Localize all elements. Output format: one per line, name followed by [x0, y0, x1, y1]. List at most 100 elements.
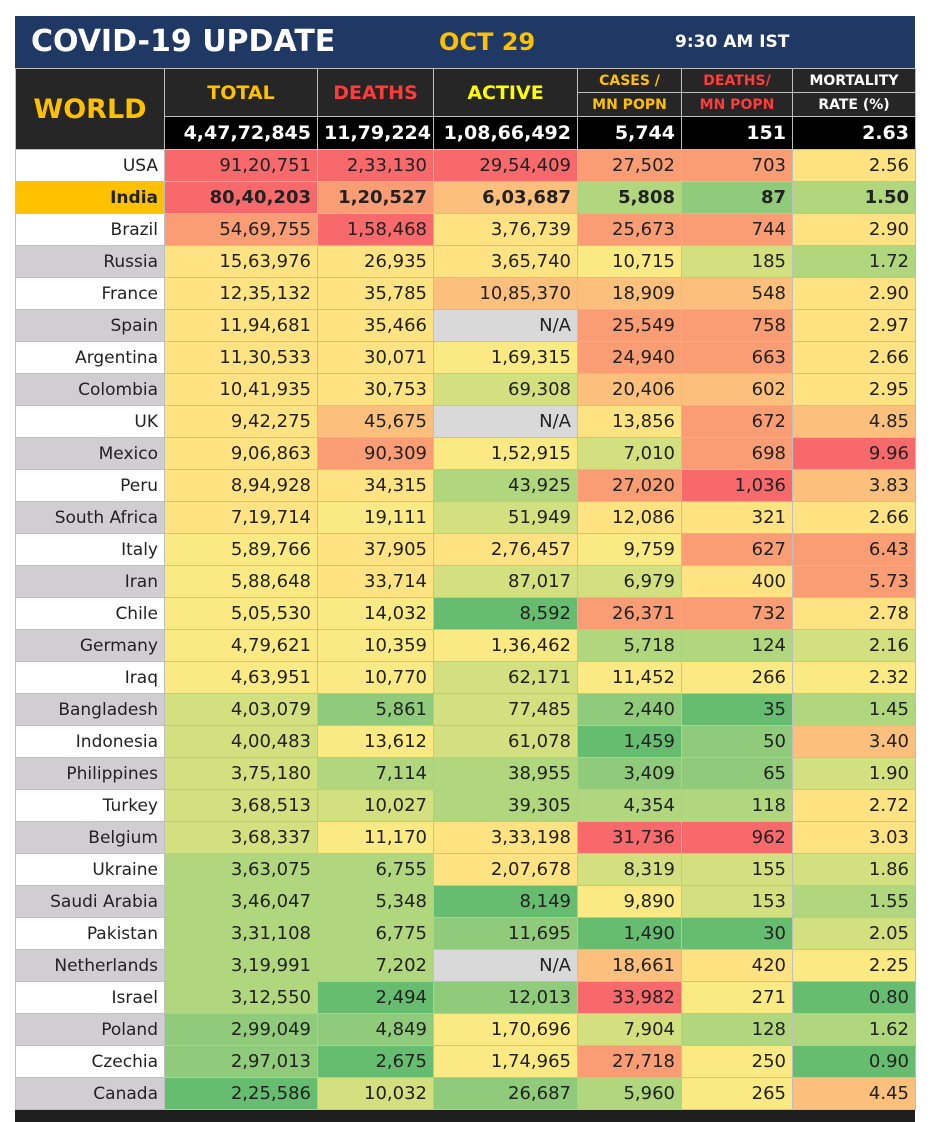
active-cell: 8,592: [433, 597, 578, 630]
cases-per-mn-cell: 26,371: [577, 597, 682, 630]
deaths-per-mn-cell: 732: [681, 597, 793, 630]
cases-per-mn-cell: 5,718: [577, 629, 682, 662]
cases-per-mn-cell: 7,904: [577, 1013, 682, 1046]
table-row: Iran 5,88,648 33,714 87,017 6,979 400 5.73: [15, 565, 916, 598]
table-row: Ukraine 3,63,075 6,755 2,07,678 8,319 155 1.86: [15, 853, 916, 886]
table-row: USA 91,20,751 2,33,130 29,54,409 27,502 703 2.…: [15, 149, 916, 182]
mortality-cell: 2.05: [792, 917, 916, 950]
cases-per-mn-cell: 24,940: [577, 341, 682, 374]
cases-per-mn-cell: 1,490: [577, 917, 682, 950]
table-row: Russia 15,63,976 26,935 3,65,740 10,715 185 1.…: [15, 245, 916, 278]
deaths-per-mn-cell: 65: [681, 757, 793, 790]
total-cell: 3,46,047: [164, 885, 318, 918]
mortality-cell: 2.56: [792, 149, 916, 182]
country-name: India: [15, 181, 165, 214]
table-row: Germany 4,79,621 10,359 1,36,462 5,718 124 2.1…: [15, 629, 916, 662]
table-row: France 12,35,132 35,785 10,85,370 18,909 548 2…: [15, 277, 916, 310]
country-name: Argentina: [15, 341, 165, 374]
mortality-header-top: MORTALITY: [792, 68, 916, 93]
mortality-cell: 3.40: [792, 725, 916, 758]
total-cell: 9,42,275: [164, 405, 318, 438]
total-cell: 10,41,935: [164, 373, 318, 406]
deaths-per-mn-cell: 962: [681, 821, 793, 854]
table-row: Mexico 9,06,863 90,309 1,52,915 7,010 698 9.96: [15, 437, 916, 470]
total-cell: 3,31,108: [164, 917, 318, 950]
mortality-cell: 4.45: [792, 1077, 916, 1110]
total-cell: 91,20,751: [164, 149, 318, 182]
country-name: Iran: [15, 565, 165, 598]
total-cell: 12,35,132: [164, 277, 318, 310]
total-cell: 3,63,075: [164, 853, 318, 886]
table-row: Turkey 3,68,513 10,027 39,305 4,354 118 2.72: [15, 789, 916, 822]
world-active: 1,08,66,492: [433, 116, 578, 150]
cases-per-mn-cell: 6,979: [577, 565, 682, 598]
mortality-cell: 1.62: [792, 1013, 916, 1046]
mortality-cell: 1.50: [792, 181, 916, 214]
mortality-header-bottom: RATE (%): [792, 92, 916, 117]
deaths-cell: 5,348: [317, 885, 434, 918]
country-name: Iraq: [15, 661, 165, 694]
table-row: Argentina 11,30,533 30,071 1,69,315 24,940 66…: [15, 341, 916, 374]
cases-per-mn-cell: 1,459: [577, 725, 682, 758]
table-row: Canada 2,25,586 10,032 26,687 5,960 265 4.45: [15, 1077, 916, 1110]
deaths-cell: 6,775: [317, 917, 434, 950]
deaths-cell: 1,58,468: [317, 213, 434, 246]
active-cell: 8,149: [433, 885, 578, 918]
country-name: Ukraine: [15, 853, 165, 886]
active-cell: N/A: [433, 405, 578, 438]
deaths-per-mn-cell: 35: [681, 693, 793, 726]
mortality-cell: 2.78: [792, 597, 916, 630]
active-cell: 43,925: [433, 469, 578, 502]
world-mortality: 2.63: [792, 116, 916, 150]
mortality-cell: 2.25: [792, 949, 916, 982]
active-cell: 39,305: [433, 789, 578, 822]
country-name: Italy: [15, 533, 165, 566]
cases-per-mn-cell: 18,661: [577, 949, 682, 982]
table-row: Indonesia 4,00,483 13,612 61,078 1,459 50 3.40: [15, 725, 916, 758]
table-row: Iraq 4,63,951 10,770 62,171 11,452 266 2.32: [15, 661, 916, 694]
cases-per-mn-header-bottom: MN POPN: [577, 92, 682, 117]
table-row: Italy 5,89,766 37,905 2,76,457 9,759 627 6.43: [15, 533, 916, 566]
world-deaths: 11,79,224: [317, 116, 434, 150]
total-cell: 8,94,928: [164, 469, 318, 502]
deaths-header: DEATHS: [317, 68, 434, 117]
country-name: Indonesia: [15, 725, 165, 758]
deaths-cell: 2,494: [317, 981, 434, 1014]
deaths-per-mn-cell: 266: [681, 661, 793, 694]
deaths-per-mn-cell: 321: [681, 501, 793, 534]
country-name: Chile: [15, 597, 165, 630]
deaths-cell: 4,849: [317, 1013, 434, 1046]
table-row: Netherlands 3,19,991 7,202 N/A 18,661 420 2.25: [15, 949, 916, 982]
deaths-cell: 10,770: [317, 661, 434, 694]
deaths-per-mn-cell: 30: [681, 917, 793, 950]
active-cell: 2,76,457: [433, 533, 578, 566]
country-name: Russia: [15, 245, 165, 278]
total-cell: 2,25,586: [164, 1077, 318, 1110]
deaths-per-mn-cell: 663: [681, 341, 793, 374]
table-row: Poland 2,99,049 4,849 1,70,696 7,904 128 1.62: [15, 1013, 916, 1046]
deaths-cell: 26,935: [317, 245, 434, 278]
table-row: Brazil 54,69,755 1,58,468 3,76,739 25,673 744…: [15, 213, 916, 246]
deaths-cell: 35,466: [317, 309, 434, 342]
total-cell: 3,68,337: [164, 821, 318, 854]
total-cell: 2,97,013: [164, 1045, 318, 1078]
mortality-cell: 1.72: [792, 245, 916, 278]
table-row: Peru 8,94,928 34,315 43,925 27,020 1,036 3.83: [15, 469, 916, 502]
mortality-cell: 2.95: [792, 373, 916, 406]
table-row: Saudi Arabia 3,46,047 5,348 8,149 9,890 153 1.…: [15, 885, 916, 918]
cases-per-mn-cell: 31,736: [577, 821, 682, 854]
mortality-cell: 2.97: [792, 309, 916, 342]
deaths-per-mn-cell: 128: [681, 1013, 793, 1046]
country-name: Belgium: [15, 821, 165, 854]
mortality-cell: 2.32: [792, 661, 916, 694]
mortality-cell: 2.72: [792, 789, 916, 822]
mortality-cell: 3.03: [792, 821, 916, 854]
table-row: Spain 11,94,681 35,466 N/A 25,549 758 2.97: [15, 309, 916, 342]
table-row: Chile 5,05,530 14,032 8,592 26,371 732 2.78: [15, 597, 916, 630]
total-cell: 2,99,049: [164, 1013, 318, 1046]
total-header: TOTAL: [164, 68, 318, 117]
mortality-cell: 2.90: [792, 277, 916, 310]
deaths-per-mn-cell: 124: [681, 629, 793, 662]
country-name: Philippines: [15, 757, 165, 790]
deaths-cell: 1,20,527: [317, 181, 434, 214]
